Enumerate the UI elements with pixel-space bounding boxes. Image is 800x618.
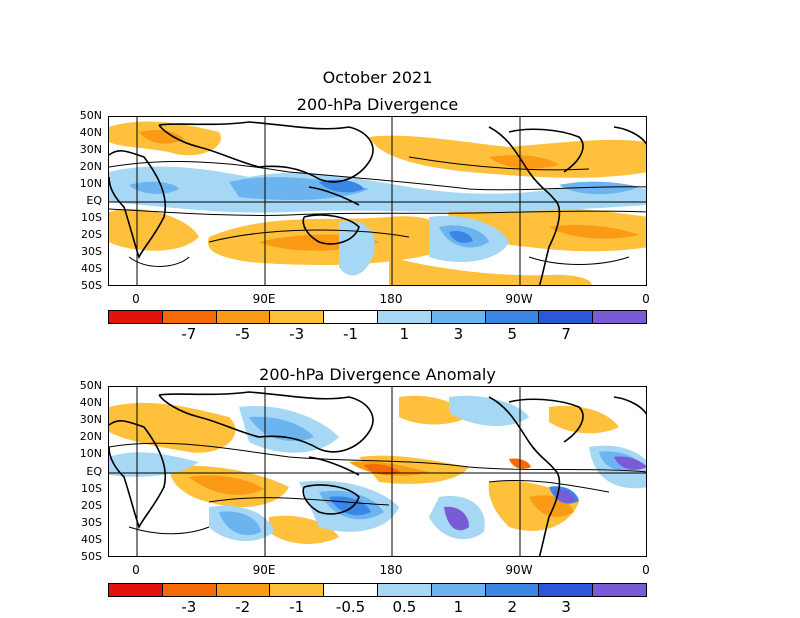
- colorbar-swatch: [593, 311, 646, 323]
- lon-label: 0: [642, 292, 650, 306]
- colorbar-label: -2: [235, 598, 251, 616]
- colorbar-anomaly: [108, 583, 647, 597]
- colorbar-label: -1: [289, 598, 305, 616]
- lat-label: 10S: [81, 211, 102, 224]
- colorbar-label: 3: [561, 598, 571, 616]
- divergence-map: [108, 116, 647, 286]
- colorbar-swatch: [539, 584, 594, 596]
- lon-label: 90E: [252, 292, 276, 306]
- lon-label: 90W: [505, 563, 533, 577]
- lat-label: EQ: [86, 194, 102, 207]
- lon-label: 90E: [252, 563, 276, 577]
- figure-title: October 2021: [322, 68, 433, 87]
- lat-label: 30S: [81, 245, 102, 258]
- colorbar-label: 5: [507, 325, 518, 343]
- lat-label: 50S: [81, 550, 102, 563]
- colorbar-swatch: [324, 584, 378, 596]
- colorbar-swatch: [216, 584, 271, 596]
- lat-label: 20S: [81, 228, 102, 241]
- colorbar-label: 2: [507, 598, 518, 616]
- colorbar-swatch: [431, 584, 486, 596]
- lat-label: 20N: [79, 430, 102, 444]
- lat-label: 10N: [79, 447, 102, 461]
- lat-label: 20N: [79, 160, 102, 173]
- lat-label: 50S: [81, 279, 102, 292]
- colorbar-swatch: [485, 311, 540, 323]
- panel2-title: 200-hPa Divergence Anomaly: [259, 365, 496, 384]
- colorbar-label: -1: [343, 325, 359, 343]
- lon-label: 0: [132, 563, 140, 577]
- colorbar-label: -5: [235, 325, 251, 343]
- colorbar-swatch: [324, 311, 378, 323]
- panel1-title: 200-hPa Divergence: [296, 95, 459, 114]
- lat-label: 10S: [81, 481, 102, 495]
- lat-label: 40S: [81, 262, 102, 275]
- colorbar-label: 0.5: [392, 598, 417, 616]
- lat-label: 40N: [79, 396, 102, 410]
- colorbar-swatch: [539, 311, 594, 323]
- colorbar-swatch: [270, 311, 325, 323]
- lat-label: 50N: [79, 109, 102, 122]
- colorbar-swatch: [431, 311, 486, 323]
- lon-label: 90W: [505, 292, 533, 306]
- lon-label: 0: [642, 563, 650, 577]
- lat-label: 40S: [81, 532, 102, 546]
- colorbar-label: 1: [453, 598, 464, 616]
- colorbar-label: -7: [181, 325, 197, 343]
- colorbar-divergence: [108, 310, 647, 324]
- colorbar-swatch: [270, 584, 325, 596]
- colorbar-label: -3: [181, 598, 197, 616]
- lon-label: 0: [132, 292, 140, 306]
- colorbar-label: -3: [289, 325, 305, 343]
- colorbar-swatch: [485, 584, 540, 596]
- colorbar-label: -0.5: [335, 598, 366, 616]
- lat-label: 20S: [81, 498, 102, 512]
- colorbar-swatch: [377, 584, 432, 596]
- lat-label: 10N: [79, 177, 102, 190]
- lat-label: 30S: [81, 515, 102, 529]
- colorbar-swatch: [162, 311, 217, 323]
- colorbar-swatch: [109, 584, 163, 596]
- lat-label: 40N: [79, 126, 102, 139]
- colorbar-swatch: [377, 311, 432, 323]
- lat-label: EQ: [86, 464, 102, 478]
- divergence-anomaly-map: [108, 386, 647, 557]
- colorbar-label: 3: [453, 325, 464, 343]
- colorbar-swatch: [216, 311, 271, 323]
- lat-label: 50N: [79, 379, 102, 392]
- colorbar-label: 7: [561, 325, 571, 343]
- colorbar-swatch: [593, 584, 646, 596]
- lon-label: 180: [379, 292, 403, 306]
- colorbar-swatch: [162, 584, 217, 596]
- lat-label: 30N: [79, 143, 102, 156]
- colorbar-swatch: [109, 311, 163, 323]
- colorbar-label: 1: [399, 325, 410, 343]
- lon-label: 180: [379, 563, 403, 577]
- lat-label: 30N: [79, 413, 102, 427]
